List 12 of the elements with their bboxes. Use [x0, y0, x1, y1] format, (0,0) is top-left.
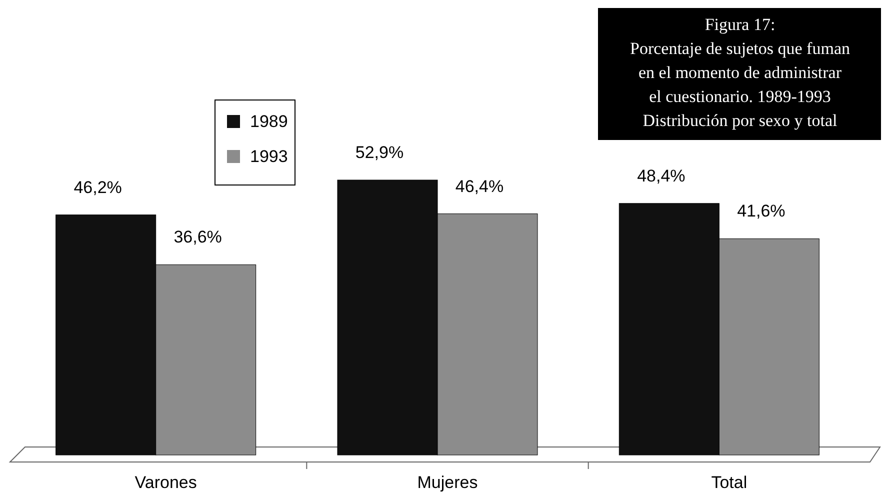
data-label: 41,6% — [737, 202, 786, 221]
data-label: 48,4% — [637, 166, 686, 186]
legend-label: 1989 — [250, 112, 288, 131]
x-tick-label: Varones — [134, 473, 197, 492]
x-tick-label: Mujeres — [417, 473, 478, 492]
data-label: 36,6% — [174, 228, 222, 247]
x-tick-label: Total — [711, 473, 748, 492]
chart-title: Figura 17: Porcentaje de sujetos que fuman en el momento de administrar el cuestionario. 1989-1993 Distribución por sexo y total — [630, 15, 850, 130]
data-label: 46,2% — [74, 178, 122, 197]
legend-label: 1993 — [250, 147, 288, 166]
data-label: 46,4% — [455, 176, 504, 196]
data-label: 52,9% — [355, 143, 404, 162]
